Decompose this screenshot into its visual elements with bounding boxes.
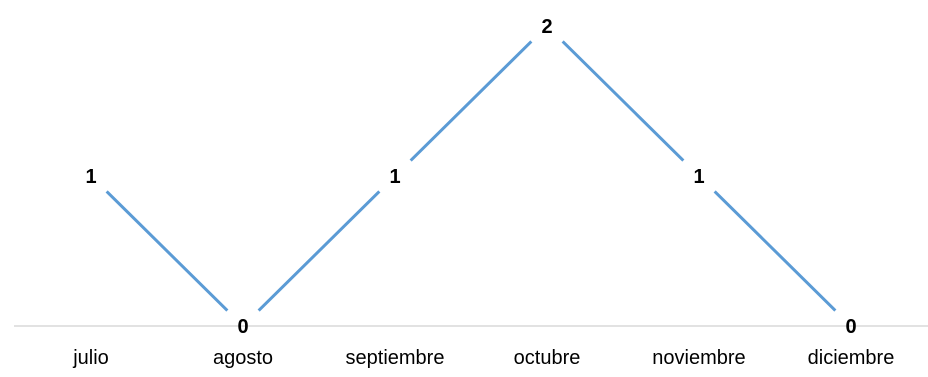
line-segment-septiembre-octubre <box>409 40 533 162</box>
x-tick-label-agosto: agosto <box>213 347 273 369</box>
x-tick-label-julio: julio <box>72 347 109 369</box>
data-labels: 1 0 1 2 1 0 <box>85 16 856 338</box>
data-label-diciembre: 0 <box>845 316 856 338</box>
series-line-segments <box>105 40 837 312</box>
line-segment-octubre-noviembre <box>561 40 685 162</box>
data-label-julio: 1 <box>85 166 96 188</box>
x-tick-label-octubre: octubre <box>514 347 581 369</box>
x-tick-labels: julio agosto septiembre octubre noviembre dic… <box>72 347 894 369</box>
line-segment-noviembre-diciembre <box>713 190 837 312</box>
data-label-agosto: 0 <box>237 316 248 338</box>
x-tick-label-diciembre: diciembre <box>808 347 895 369</box>
x-tick-label-noviembre: noviembre <box>652 347 745 369</box>
line-segment-julio-agosto <box>105 190 229 312</box>
data-label-octubre: 2 <box>541 16 552 38</box>
x-tick-label-septiembre: septiembre <box>346 347 445 369</box>
line-segment-agosto-septiembre <box>257 190 381 312</box>
data-label-noviembre: 1 <box>693 166 704 188</box>
data-label-septiembre: 1 <box>389 166 400 188</box>
